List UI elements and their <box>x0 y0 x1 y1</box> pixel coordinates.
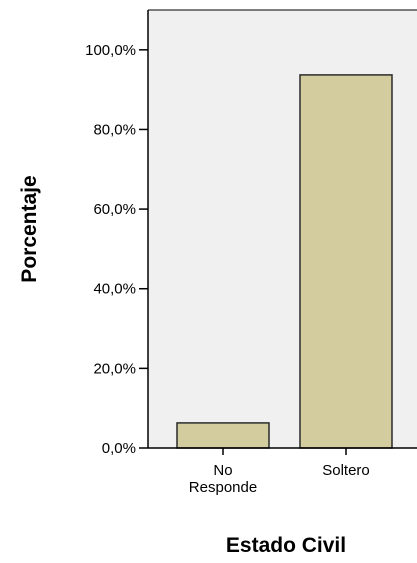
bar-0 <box>176 422 270 449</box>
bar-1 <box>299 74 393 449</box>
y-axis-ticks: 0,0% 20,0% 40,0% 60,0% 80,0% 100,0% <box>85 42 148 457</box>
axes <box>147 9 417 449</box>
y-tick-label: 0,0% <box>102 440 136 457</box>
bars <box>176 74 393 449</box>
y-tick-label: 80,0% <box>93 121 136 138</box>
x-tick-label: No Responde <box>189 462 257 496</box>
y-tick-label: 40,0% <box>93 281 136 298</box>
x-axis-ticks: No Responde Soltero <box>189 448 370 496</box>
y-tick-label: 100,0% <box>85 42 136 59</box>
y-tick-label: 20,0% <box>93 360 136 377</box>
y-axis-title: Porcentaje <box>18 175 41 282</box>
y-tick-label: 60,0% <box>93 201 136 218</box>
x-tick-label: Soltero <box>322 462 370 479</box>
x-axis-title: Estado Civil <box>226 534 346 557</box>
